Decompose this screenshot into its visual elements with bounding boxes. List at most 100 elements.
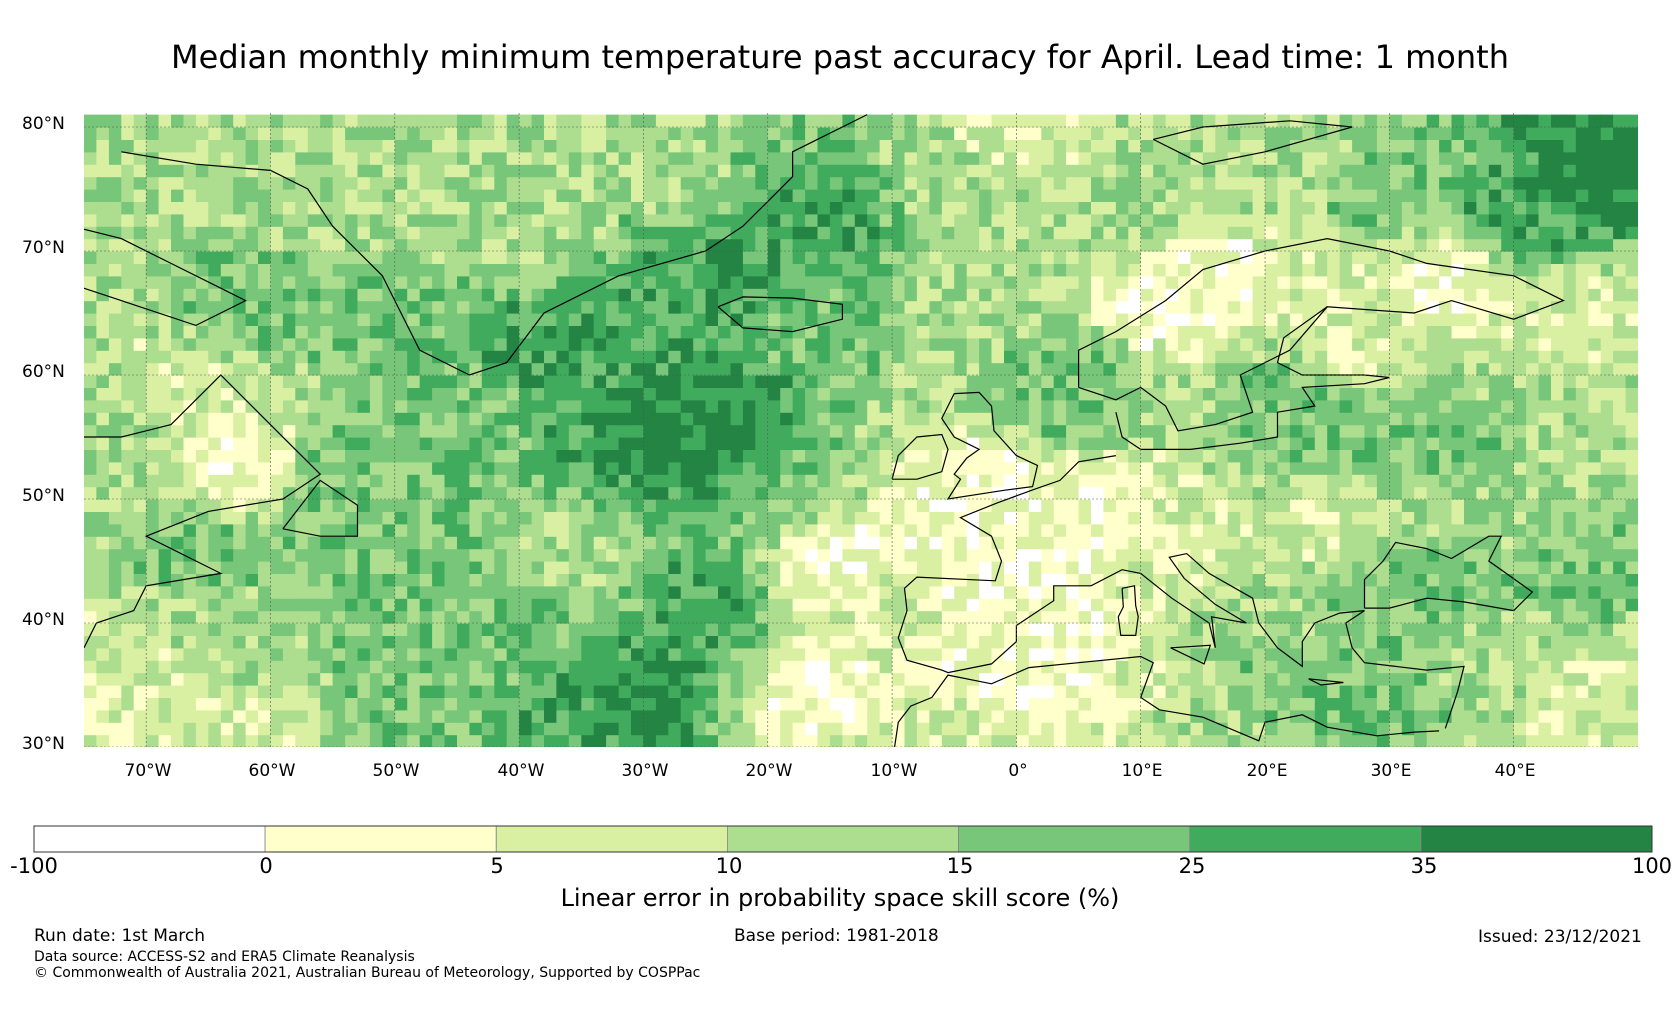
grid-cell bbox=[320, 486, 334, 500]
grid-cell bbox=[904, 722, 918, 736]
grid-cell bbox=[556, 275, 570, 289]
grid-cell bbox=[332, 548, 346, 562]
grid-cell bbox=[332, 424, 346, 438]
grid-cell bbox=[966, 288, 980, 302]
grid-cell bbox=[282, 548, 296, 562]
grid-cell bbox=[1078, 548, 1092, 562]
grid-cell bbox=[966, 474, 980, 488]
grid-cell bbox=[1414, 635, 1428, 649]
grid-cell bbox=[394, 474, 408, 488]
grid-cell bbox=[1277, 288, 1291, 302]
grid-cell bbox=[879, 709, 893, 723]
grid-cell bbox=[357, 610, 371, 624]
grid-cell bbox=[1625, 623, 1638, 636]
grid-cell bbox=[1078, 573, 1092, 587]
grid-cell bbox=[556, 635, 570, 649]
grid-cell bbox=[1538, 275, 1552, 289]
grid-cell bbox=[680, 734, 694, 747]
grid-cell bbox=[1538, 598, 1552, 612]
grid-cell bbox=[805, 709, 819, 723]
grid-cell bbox=[755, 561, 769, 574]
grid-cell bbox=[1202, 375, 1216, 388]
grid-cell bbox=[1115, 486, 1129, 500]
grid-cell bbox=[282, 585, 296, 599]
grid-cell bbox=[121, 486, 135, 500]
grid-cell bbox=[805, 375, 819, 388]
grid-cell bbox=[1227, 573, 1241, 587]
grid-cell bbox=[1277, 573, 1291, 587]
grid-cell bbox=[693, 499, 707, 512]
grid-cell bbox=[941, 623, 955, 636]
grid-cell bbox=[1513, 424, 1527, 438]
grid-cell bbox=[718, 548, 731, 562]
grid-cell bbox=[854, 337, 868, 351]
grid-cell bbox=[1016, 263, 1030, 277]
grid-cell bbox=[307, 660, 321, 674]
grid-cell bbox=[1115, 399, 1129, 413]
grid-cell bbox=[730, 449, 744, 463]
grid-cell bbox=[1513, 685, 1527, 698]
grid-cell bbox=[1053, 449, 1067, 463]
grid-cell bbox=[916, 325, 930, 339]
grid-cell bbox=[1426, 511, 1440, 525]
grid-cell bbox=[668, 722, 682, 736]
grid-cell bbox=[1004, 424, 1017, 438]
grid-cell bbox=[655, 685, 669, 698]
grid-cell bbox=[1376, 275, 1390, 289]
grid-cell bbox=[220, 685, 234, 698]
grid-cell bbox=[96, 375, 110, 388]
grid-cell bbox=[1538, 263, 1552, 277]
grid-cell bbox=[606, 337, 620, 351]
grid-cell bbox=[1091, 511, 1104, 525]
grid-cell bbox=[432, 697, 446, 711]
grid-cell bbox=[780, 685, 794, 698]
grid-cell bbox=[705, 734, 719, 747]
grid-cell bbox=[469, 288, 483, 302]
grid-cell bbox=[382, 598, 396, 612]
grid-cell bbox=[1252, 499, 1266, 512]
grid-cell bbox=[1004, 598, 1017, 612]
grid-cell bbox=[208, 734, 222, 747]
grid-cell bbox=[1091, 300, 1104, 314]
grid-cell bbox=[345, 375, 359, 388]
grid-cell bbox=[854, 325, 868, 339]
grid-cell bbox=[369, 610, 383, 624]
grid-cell bbox=[966, 300, 980, 314]
grid-cell bbox=[904, 499, 918, 512]
grid-cell bbox=[680, 362, 694, 376]
grid-cell bbox=[494, 449, 508, 463]
grid-cell bbox=[1028, 350, 1042, 364]
grid-cell bbox=[1352, 375, 1366, 388]
grid-cell bbox=[991, 288, 1005, 302]
grid-cell bbox=[1376, 399, 1390, 413]
grid-cell bbox=[544, 288, 557, 302]
grid-cell bbox=[544, 660, 557, 674]
grid-cell bbox=[792, 263, 806, 277]
grid-cell bbox=[643, 734, 657, 747]
grid-cell bbox=[1588, 499, 1602, 512]
grid-cell bbox=[1289, 598, 1303, 612]
grid-cell bbox=[245, 424, 259, 438]
grid-cell bbox=[556, 387, 570, 401]
grid-cell bbox=[1476, 709, 1490, 723]
grid-cell bbox=[1078, 424, 1092, 438]
grid-cell bbox=[655, 424, 669, 438]
grid-cell bbox=[1588, 437, 1602, 450]
grid-cell bbox=[1389, 635, 1403, 649]
grid-cell bbox=[481, 573, 495, 587]
grid-cell bbox=[245, 362, 259, 376]
grid-cell bbox=[345, 474, 359, 488]
grid-cell bbox=[1314, 263, 1328, 277]
grid-cell bbox=[1364, 337, 1378, 351]
grid-cell bbox=[805, 263, 819, 277]
grid-cell bbox=[916, 697, 930, 711]
grid-cell bbox=[631, 598, 644, 612]
grid-cell bbox=[1178, 585, 1191, 599]
grid-cell bbox=[1165, 362, 1179, 376]
grid-cell bbox=[1289, 449, 1303, 463]
grid-cell bbox=[742, 412, 756, 426]
grid-cell bbox=[755, 523, 769, 537]
grid-cell bbox=[307, 288, 321, 302]
grid-cell bbox=[108, 685, 122, 698]
grid-cell bbox=[469, 412, 483, 426]
